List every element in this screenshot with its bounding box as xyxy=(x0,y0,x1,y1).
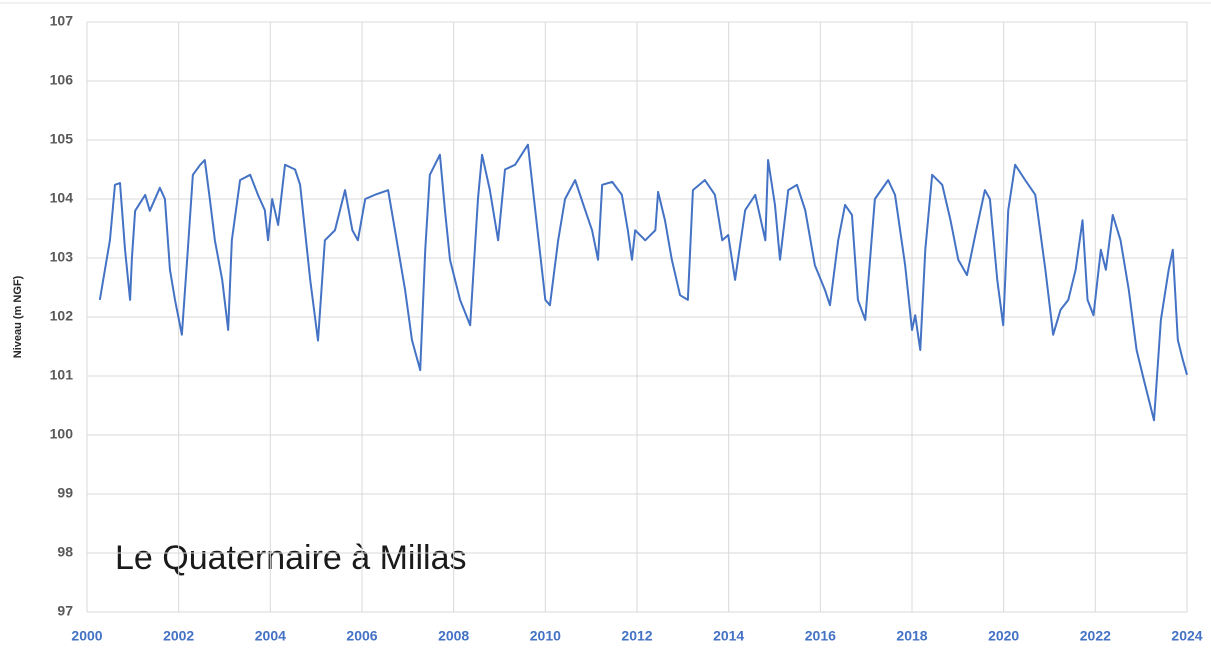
x-tick-label: 2000 xyxy=(71,628,102,644)
annotation: Le Quaternaire à Millas xyxy=(115,539,467,577)
y-tick-label: 99 xyxy=(57,485,73,501)
x-tick-label: 2002 xyxy=(163,628,194,644)
y-tick-label: 106 xyxy=(50,72,74,88)
y-tick-label: 101 xyxy=(50,367,74,383)
x-tick-label: 2012 xyxy=(621,628,652,644)
y-tick-label: 107 xyxy=(50,13,74,29)
x-tick-label: 2010 xyxy=(530,628,561,644)
data-line xyxy=(98,143,1188,422)
x-tick-label: 2016 xyxy=(805,628,836,644)
x-tick-label: 2024 xyxy=(1171,628,1202,644)
y-tick-label: 98 xyxy=(57,544,73,560)
y-tick-label: 105 xyxy=(50,131,74,147)
y-axis-label: Niveau (m NGF) xyxy=(12,275,24,358)
y-tick-label: 104 xyxy=(50,190,74,206)
x-tick-label: 2022 xyxy=(1080,628,1111,644)
y-tick-label: 103 xyxy=(50,249,74,265)
x-tick-label: 2018 xyxy=(896,628,927,644)
y-tick-label: 102 xyxy=(50,308,74,324)
y-tick-label: 100 xyxy=(50,426,74,442)
x-tick-label: 2008 xyxy=(438,628,469,644)
x-tick-label: 2020 xyxy=(988,628,1019,644)
y-tick-label: 97 xyxy=(57,603,73,619)
x-tick-label: 2006 xyxy=(346,628,377,644)
x-tick-label: 2004 xyxy=(255,628,286,644)
x-tick-label: 2014 xyxy=(713,628,744,644)
